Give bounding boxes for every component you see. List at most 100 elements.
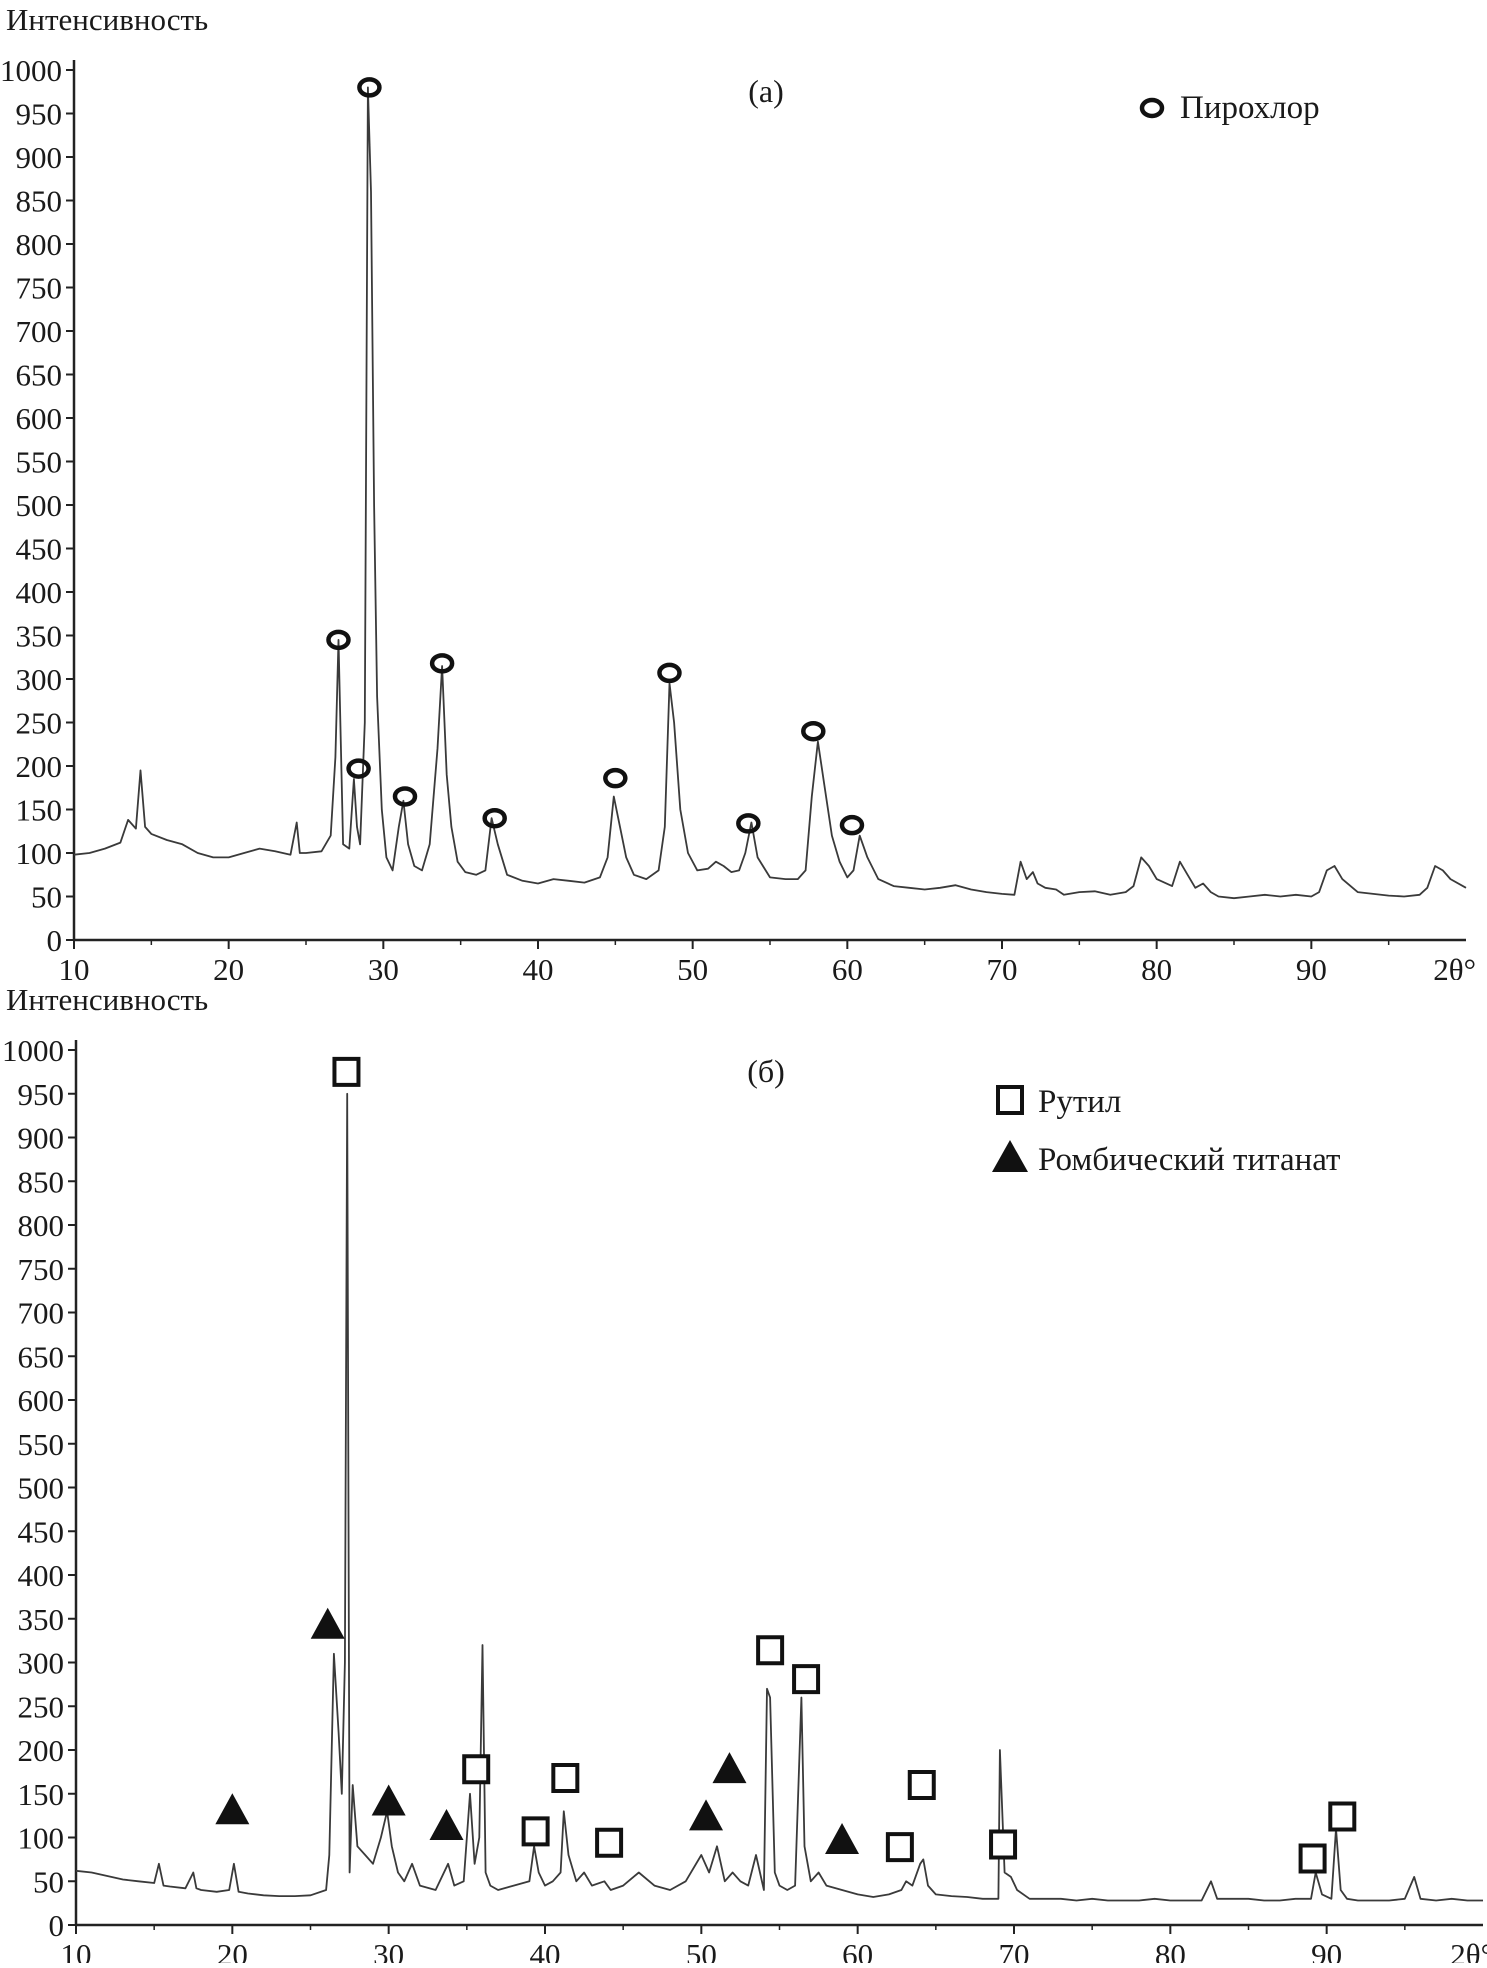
y-tick-label: 600 [18,1383,65,1418]
y-tick-label: 200 [16,749,63,784]
titanate-marker [689,1799,724,1831]
series-line [73,86,1467,900]
x-tick-label: 50 [686,1937,717,1963]
chart-panel-b: 0 50 100 150 200 250 300 350 400 450 500 550 600 650 7… [0,980,1487,1968]
legend-pyrochlore-symbol [1139,97,1165,119]
legend-titanate-symbol [992,1140,1028,1172]
x-tick-label: 60 [842,1937,873,1963]
pyrochlore-marker [839,814,865,836]
pyrochlore-marker [801,720,826,742]
x-tick-label: 40 [530,1937,561,1963]
pyrochlore-marker [482,807,507,829]
y-tick-label: 950 [18,1077,65,1112]
pyrochlore-marker [357,77,382,98]
x-tick-label: 10 [59,952,90,980]
y-tick-label: 800 [16,227,63,262]
x-axis-title: 2θ° [1450,1937,1487,1963]
y-tick-label: 650 [16,358,63,393]
y-tick-label: 100 [16,836,63,871]
y-tick-label: 150 [18,1777,65,1812]
panel-label: (б) [747,1053,785,1089]
y-tick-label: 850 [16,184,63,219]
legend-rutile-symbol [996,1085,1024,1115]
titanate-marker [310,1607,345,1639]
y-tick-label: 950 [16,97,63,132]
legend-label: Ромбический титанат [1038,1142,1340,1178]
pyrochlore-marker [326,629,351,651]
x-tick-label: 60 [832,952,863,980]
x-tick-label: 70 [987,952,1018,980]
rutile-marker [907,1770,936,1800]
y-tick-label: 750 [16,271,63,306]
y-tick-label: 750 [18,1252,65,1287]
pyrochlore-marker [346,758,371,779]
y-tick-label: 150 [16,793,63,828]
y-tick-label: 550 [18,1427,65,1462]
y-tick-label: 500 [16,488,63,523]
y-tick-label: 250 [16,706,63,741]
diffractogram-a: 0 50 100 150 200 250 300 350 400 450 500 550 600 650 7… [0,2,1476,987]
pyrochlore-marker [429,653,455,674]
y-tick-label: 0 [49,1908,65,1943]
series-line [75,1092,1483,1902]
titanate-marker [712,1752,747,1784]
rutile-marker [1298,1843,1327,1874]
y-tick-label: 1000 [2,1033,64,1068]
rutile-marker [1328,1801,1357,1832]
chart-panel-a: 0 50 100 150 200 250 300 350 400 450 500 550 600 650 7… [0,0,1487,987]
titanate-marker [215,1793,250,1825]
y-tick-label: 850 [18,1164,65,1199]
pyrochlore-marker [392,786,418,807]
titanate-marker [825,1823,860,1854]
y-tick-label: 450 [16,532,63,567]
x-tick-label: 90 [1296,952,1327,980]
rutile-marker [521,1816,550,1847]
panel-label: (а) [748,73,784,109]
y-tick-label: 500 [18,1471,65,1506]
x-tick-label: 50 [677,952,708,980]
y-tick-label: 50 [31,880,62,915]
rutile-marker [792,1664,821,1695]
rutile-marker [885,1832,914,1863]
y-tick-label: 250 [18,1689,65,1724]
y-tick-label: 0 [47,923,63,958]
y-tick-label: 800 [18,1208,65,1243]
x-tick-label: 40 [523,952,554,980]
x-tick-label: 30 [373,1937,404,1963]
y-tick-label: 50 [33,1864,64,1899]
rutile-marker [595,1827,624,1858]
x-tick-label: 80 [1155,1937,1186,1963]
y-tick-label: 600 [16,401,63,436]
y-tick-label: 450 [18,1514,65,1549]
x-tick-label: 10 [61,1937,92,1963]
y-tick-label: 200 [18,1733,65,1768]
y-axis-title: Интенсивность [6,982,208,1017]
x-tick-label: 90 [1311,1937,1342,1963]
y-tick-label: 350 [18,1602,65,1637]
rutile-marker [462,1754,491,1785]
rutile-marker [332,1056,361,1087]
rutile-marker [756,1635,785,1666]
x-axis-title: 2θ° [1433,952,1476,980]
y-tick-label: 700 [18,1296,65,1331]
x-tick-label: 20 [213,952,244,980]
y-tick-label: 900 [18,1121,65,1156]
rutile-marker [989,1829,1018,1860]
rutile-marker [551,1763,580,1793]
x-tick-label: 20 [217,1937,248,1963]
y-tick-label: 550 [16,445,63,480]
y-tick-label: 100 [18,1821,65,1856]
titanate-marker [429,1809,464,1840]
y-tick-label: 1000 [0,53,62,88]
y-tick-label: 700 [16,314,63,349]
legend-label: Пирохлор [1180,90,1320,126]
y-axis-title: Интенсивность [6,2,208,37]
y-tick-label: 900 [16,140,63,175]
x-tick-label: 30 [368,952,399,980]
titanate-marker [371,1784,406,1816]
pyrochlore-marker [603,767,628,789]
y-tick-label: 650 [18,1339,65,1374]
x-tick-label: 70 [999,1937,1030,1963]
diffractogram-b: 0 50 100 150 200 250 300 350 400 450 500 550 600 650 7… [2,982,1487,1968]
legend-label: Рутил [1038,1084,1121,1120]
